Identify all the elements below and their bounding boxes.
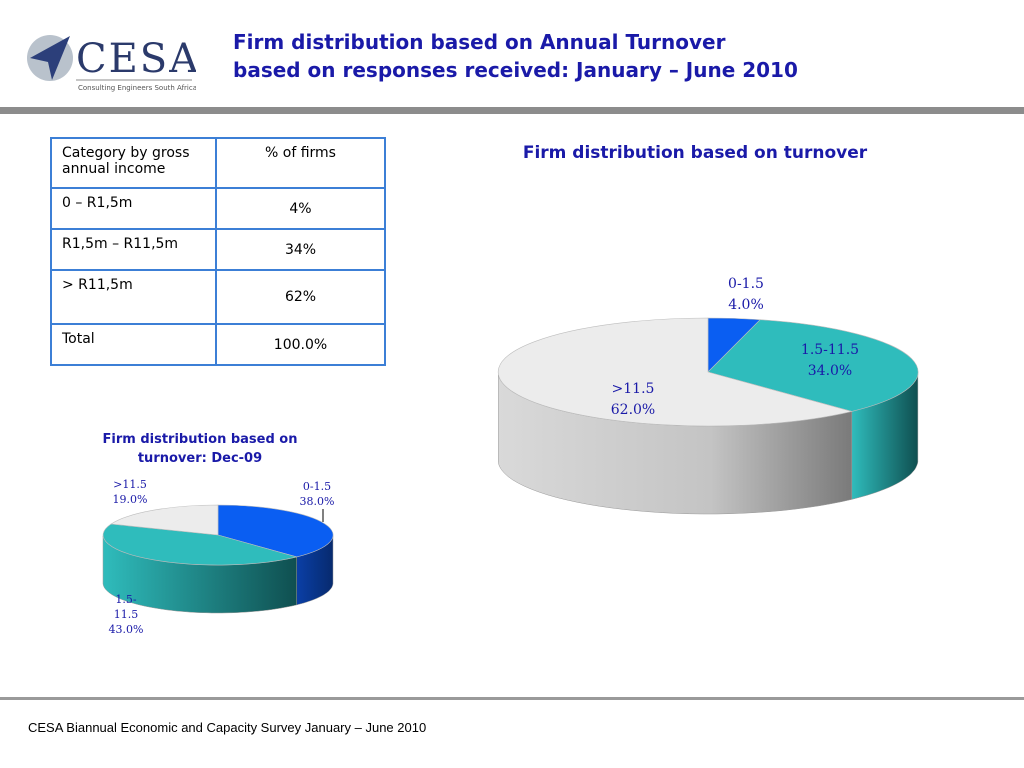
small-chart-title-line-2: turnover: Dec-09: [138, 451, 262, 466]
small-pie-chart: [102, 504, 334, 614]
small-label-1.5-11.5-part1: 1.5-: [115, 593, 136, 606]
small-pct-11.5: 19.0%: [113, 493, 148, 506]
table-row: 0 – R1,5m 4%: [50, 187, 386, 230]
main-chart-title: Firm distribution based on turnover: [523, 143, 868, 163]
footer-text: CESA Biannual Economic and Capacity Surv…: [28, 720, 427, 735]
table-header-row: Category by gross annual income % of fir…: [50, 137, 386, 189]
small-pct-1.5-11.5: 43.0%: [109, 623, 144, 636]
table-cell: 100.0%: [215, 323, 386, 366]
main-label-11.5: >11.5: [612, 381, 655, 397]
main-pct-11.5: 62.0%: [611, 402, 655, 418]
cesa-logo: CESA Consulting Engineers South Africa: [27, 35, 196, 92]
table-cell: 62%: [215, 269, 386, 325]
header-divider: [0, 107, 1024, 114]
table-row: > R11,5m 62%: [50, 269, 386, 325]
table-cell: 0 – R1,5m: [50, 187, 217, 230]
pie-slice-0-1.5: [217, 504, 334, 558]
table-row: Total 100.0%: [50, 323, 386, 366]
charts-canvas: Firm distribution based on turnover 0-1.…: [102, 143, 919, 636]
title-line-2: based on responses received: January – J…: [233, 58, 798, 82]
table-cell: R1,5m – R11,5m: [50, 228, 217, 271]
main-label-0-1.5: 0-1.5: [728, 276, 764, 292]
table-cell: Total: [50, 323, 217, 366]
main-pct-1.5-11.5: 34.0%: [808, 363, 852, 379]
main-pie-chart: [497, 317, 919, 515]
table-row: R1,5m – R11,5m 34%: [50, 228, 386, 271]
pie-slice->11.5: [497, 317, 852, 427]
logo-text: CESA: [76, 36, 196, 82]
table-header-cell: Category by gross annual income: [50, 137, 217, 189]
pie-slice->11.5: [110, 504, 219, 536]
table-header-cell: % of firms: [215, 137, 386, 189]
main-label-1.5-11.5: 1.5-11.5: [801, 342, 859, 358]
small-pct-0-1.5: 38.0%: [300, 495, 335, 508]
pie-slice-1.5-11.5: [707, 319, 919, 412]
small-label-0-1.5: 0-1.5: [303, 480, 331, 493]
title-line-1: Firm distribution based on Annual Turnov…: [233, 30, 726, 54]
logo-plane-icon: [30, 36, 70, 80]
main-pct-0-1.5: 4.0%: [728, 297, 764, 313]
footer-divider: [0, 697, 1024, 700]
pie-slice-1.5-11.5: [102, 523, 298, 566]
small-label-11.5: >11.5: [113, 478, 147, 491]
logo-tagline: Consulting Engineers South Africa: [78, 84, 196, 92]
small-chart-title-line-1: Firm distribution based on: [103, 432, 298, 447]
table-cell: > R11,5m: [50, 269, 217, 325]
table-cell: 4%: [215, 187, 386, 230]
table-cell: 34%: [215, 228, 386, 271]
distribution-table: Category by gross annual income % of fir…: [50, 137, 386, 366]
small-label-1.5-11.5-part2: 11.5: [114, 608, 139, 621]
page-title: Firm distribution based on Annual Turnov…: [233, 28, 798, 84]
